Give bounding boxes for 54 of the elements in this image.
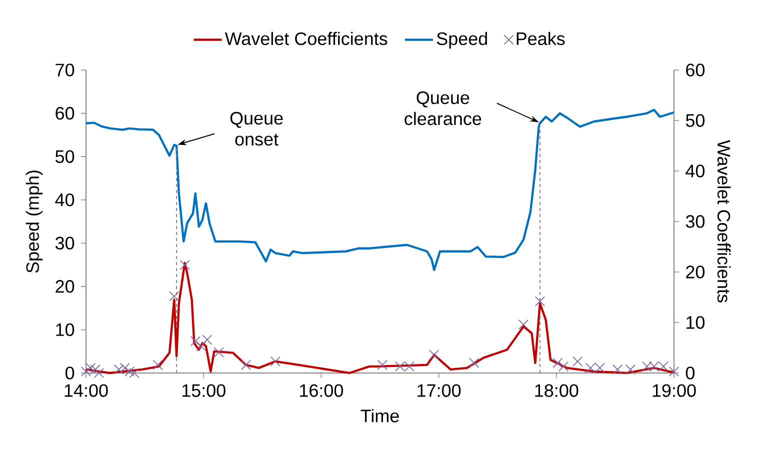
line-series (84, 108, 676, 272)
point (534, 296, 545, 306)
point (214, 347, 224, 358)
y2-tick-label: 30 (686, 215, 705, 228)
point (558, 361, 568, 372)
point (129, 368, 140, 378)
point (625, 364, 636, 375)
x-tick-label: 14:00 (64, 384, 108, 397)
point (180, 260, 190, 270)
y2-axis-title: Wavelet Coefficients (717, 140, 731, 302)
point (572, 356, 583, 366)
point (196, 341, 206, 352)
y2-tick-label: 20 (686, 266, 705, 278)
legend-label: Peaks (516, 32, 565, 46)
point (190, 336, 200, 346)
x-tick-label: 19:00 (652, 384, 696, 397)
y2-tick-label: 0 (686, 366, 695, 380)
x-axis-title: Time (360, 409, 399, 422)
x-tick-label: 18:00 (535, 384, 578, 397)
point (94, 368, 104, 378)
y2-tick-label: 10 (686, 316, 705, 329)
point (120, 362, 130, 373)
point (377, 360, 388, 370)
annotation: Queue clearance (404, 91, 482, 126)
point (169, 291, 180, 302)
y-axis-title: Speed (mph) (26, 170, 43, 273)
y-tick-label: 0 (65, 366, 74, 380)
legend-label: Wavelet Coefficients (224, 32, 388, 46)
annotation: Queue onset (230, 112, 283, 146)
y-tick-label: 10 (56, 323, 74, 336)
y-tick-label: 20 (56, 280, 74, 293)
point (86, 362, 96, 373)
y-tick-label: 70 (56, 64, 74, 76)
point (270, 356, 280, 366)
point (429, 350, 440, 360)
y-tick-label: 30 (55, 236, 74, 250)
point (469, 358, 480, 368)
point (668, 366, 680, 377)
point (202, 334, 212, 345)
y-tick-label: 40 (55, 193, 74, 206)
y-tick-label: 60 (56, 106, 74, 120)
point (518, 319, 529, 330)
y2-tick-label: 50 (686, 114, 705, 127)
legend-label: Speed (436, 32, 487, 49)
x-tick-label: 15:00 (182, 384, 226, 397)
point (240, 360, 251, 370)
point (612, 364, 623, 375)
y2-tick-label: 60 (686, 64, 705, 76)
point (552, 358, 563, 368)
point (152, 360, 163, 370)
y-tick-label: 50 (56, 150, 74, 163)
x-tick-label: 17:00 (418, 384, 461, 397)
x-tick-label: 16:00 (300, 384, 344, 397)
y2-tick-label: 40 (686, 164, 705, 178)
